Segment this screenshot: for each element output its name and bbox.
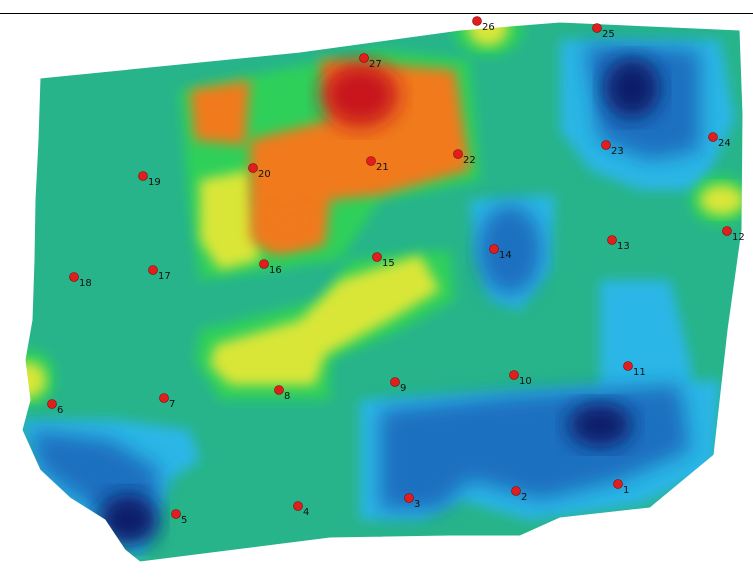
sample-point-marker: [148, 265, 158, 275]
sample-point-17: 17: [148, 265, 171, 282]
sample-point-label: 8: [284, 391, 290, 402]
sample-point-label: 27: [369, 59, 382, 70]
sample-point-marker: [138, 171, 148, 181]
sample-point-label: 3: [414, 499, 420, 510]
sample-point-label: 2: [521, 492, 527, 503]
sample-point-24: 24: [708, 132, 731, 149]
sample-point-16: 16: [259, 259, 282, 276]
zone-orange-north: [250, 60, 470, 255]
sample-point-marker: [293, 501, 303, 511]
sample-point-label: 4: [303, 507, 309, 518]
sample-point-label: 10: [519, 376, 532, 387]
sample-point-label: 11: [633, 367, 646, 378]
sample-point-6: 6: [47, 399, 63, 416]
zone-dark-blue-ne: [604, 58, 660, 118]
zone-dark-blue-se: [568, 403, 632, 447]
sample-point-label: 5: [181, 515, 187, 526]
sample-point-label: 13: [617, 241, 630, 252]
sample-point-label: 18: [79, 278, 92, 289]
zone-red-peak: [322, 63, 398, 127]
sample-point-marker: [171, 509, 181, 519]
sample-point-marker: [366, 156, 376, 166]
sample-point-10: 10: [509, 370, 532, 387]
sample-point-15: 15: [372, 252, 395, 269]
sample-point-marker: [592, 23, 602, 33]
sample-point-26: 26: [472, 16, 495, 33]
sample-point-label: 23: [611, 146, 624, 157]
sample-point-label: 9: [400, 383, 406, 394]
boundary-outline: [21, 21, 744, 563]
sample-point-marker: [472, 16, 482, 26]
sample-point-5: 5: [171, 509, 187, 526]
sample-point-marker: [372, 252, 382, 262]
sample-point-label: 16: [269, 265, 282, 276]
sample-point-marker: [248, 163, 258, 173]
sample-point-label: 22: [463, 155, 476, 166]
sample-point-11: 11: [623, 361, 646, 378]
sample-point-19: 19: [138, 171, 161, 188]
sample-point-marker: [722, 226, 732, 236]
zone-yellow-north: [200, 170, 260, 270]
sample-point-25: 25: [592, 23, 615, 40]
sample-point-marker: [489, 244, 499, 254]
sample-point-label: 24: [718, 138, 731, 149]
sample-point-marker: [511, 486, 521, 496]
sample-point-label: 12: [732, 232, 745, 243]
sample-point-4: 4: [293, 501, 309, 518]
sample-point-22: 22: [453, 149, 476, 166]
sample-point-9: 9: [390, 377, 406, 394]
sample-point-marker: [613, 479, 623, 489]
top-rule: [0, 13, 753, 14]
sample-point-marker: [259, 259, 269, 269]
sample-point-18: 18: [69, 272, 92, 289]
zone-mid-blue-center: [478, 205, 542, 295]
sample-point-14: 14: [489, 244, 512, 261]
sample-point-label: 19: [148, 177, 161, 188]
sample-point-3: 3: [404, 493, 420, 510]
sample-point-marker: [359, 53, 369, 63]
sample-point-label: 6: [57, 405, 63, 416]
sample-point-21: 21: [366, 156, 389, 173]
zone-dark-blue-sw: [98, 494, 158, 546]
sample-point-label: 25: [602, 29, 615, 40]
sample-points-layer: 1234567891011121314151617181920212223242…: [47, 16, 745, 526]
sample-point-label: 1: [623, 485, 629, 496]
sample-point-marker: [69, 272, 79, 282]
sample-point-23: 23: [601, 140, 624, 157]
sample-point-marker: [390, 377, 400, 387]
sample-point-marker: [623, 361, 633, 371]
sample-point-8: 8: [274, 385, 290, 402]
sample-point-marker: [47, 399, 57, 409]
sample-point-2: 2: [511, 486, 527, 503]
sample-point-label: 17: [158, 271, 171, 282]
zone-orange-nw: [190, 80, 250, 145]
sample-point-marker: [404, 493, 414, 503]
sample-point-marker: [159, 393, 169, 403]
sample-point-label: 20: [258, 169, 271, 180]
sample-point-13: 13: [607, 235, 630, 252]
sample-point-1: 1: [613, 479, 629, 496]
sample-point-27: 27: [359, 53, 382, 70]
sample-point-label: 15: [382, 258, 395, 269]
top-strip: [0, 0, 753, 14]
sample-point-marker: [607, 235, 617, 245]
zone-yellow-center: [210, 255, 440, 385]
sample-point-marker: [509, 370, 519, 380]
sample-point-marker: [708, 132, 718, 142]
sample-point-12: 12: [722, 226, 745, 243]
study-area-boundary: [21, 21, 744, 563]
sample-point-marker: [601, 140, 611, 150]
sample-point-label: 26: [482, 22, 495, 33]
zone-orange-pocket: [268, 205, 312, 245]
sample-point-label: 14: [499, 250, 512, 261]
sample-point-label: 7: [169, 399, 175, 410]
zone-yellow-east: [700, 185, 743, 215]
sample-point-marker: [453, 149, 463, 159]
sample-point-20: 20: [248, 163, 271, 180]
sample-point-label: 21: [376, 162, 389, 173]
sample-point-7: 7: [159, 393, 175, 410]
sample-point-marker: [274, 385, 284, 395]
